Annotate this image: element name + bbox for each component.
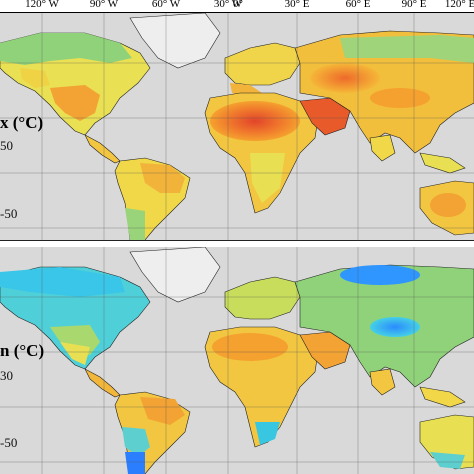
tmax-map <box>0 13 474 240</box>
tmax-map-panel: x (°C) 50 -50 <box>0 13 474 240</box>
lon-label-30w: 30° W <box>213 0 243 10</box>
lon-label-120w: 120° W <box>25 0 59 10</box>
lon-label-60w: 60° W <box>151 0 181 10</box>
lon-label-90e: 90° E <box>401 0 427 10</box>
lon-label-30e: 30° E <box>284 0 310 10</box>
lon-label-0: 0° <box>233 0 243 10</box>
tmax-panel-label: x (°C) <box>0 113 44 132</box>
tmax-legend-tick-low: -50 <box>0 206 18 221</box>
lon-label-120e: 120° E <box>444 0 474 10</box>
tmin-panel-label: n (°C) <box>0 341 45 360</box>
tmin-map <box>0 247 474 474</box>
tmin-legend-tick-high: 30 <box>0 368 13 383</box>
tmin-map-panel: n (°C) 30 -50 <box>0 247 474 474</box>
longitude-axis: 120° W 90° W 60° W 30° W 0° 30° E 60° E … <box>0 0 474 13</box>
lon-label-60e: 60° E <box>345 0 371 10</box>
tmin-legend-tick-low: -50 <box>0 435 18 450</box>
tmax-legend-tick-high: 50 <box>0 138 13 153</box>
lon-label-90w: 90° W <box>89 0 119 10</box>
